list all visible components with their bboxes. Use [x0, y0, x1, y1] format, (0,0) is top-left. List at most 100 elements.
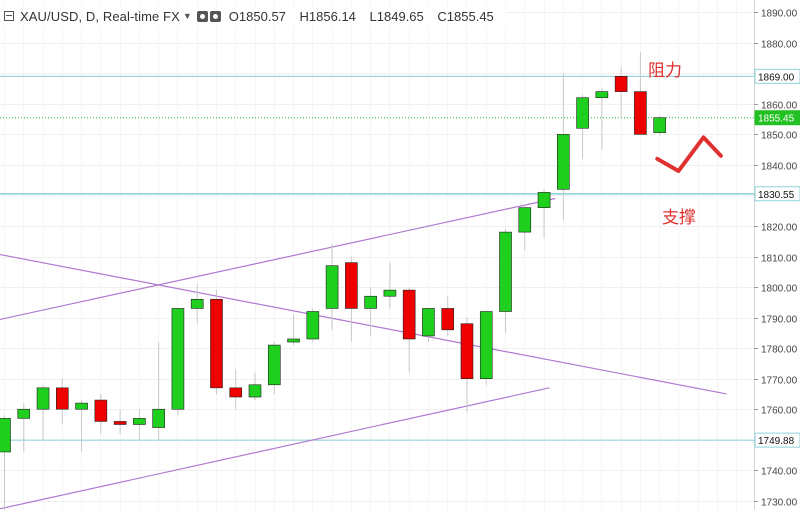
candle-body [267, 344, 281, 386]
candle-body [614, 76, 628, 92]
price-label: 1855.45 [754, 110, 800, 126]
candle-body [248, 384, 262, 398]
candle-body [287, 338, 300, 343]
axis-tick-label: 1810.00 [761, 254, 798, 265]
candle [306, 308, 320, 343]
candle [56, 378, 69, 425]
price-labels: 1869.00 1855.45 1830.55 1749.88 [754, 68, 800, 448]
close-value: C1855.45 [437, 8, 494, 24]
candle [171, 308, 185, 416]
candle [152, 342, 165, 440]
price-axis[interactable] [754, 0, 800, 510]
candle [383, 262, 397, 309]
horizontal-lines [0, 75, 754, 441]
collapse-icon[interactable] [4, 11, 14, 21]
axis-tick-label: 1850.00 [761, 131, 798, 142]
price-label-box [754, 432, 800, 448]
candle-body [190, 298, 204, 309]
candle [402, 287, 416, 373]
candle [441, 296, 455, 336]
trendline [0, 387, 550, 510]
axis-tick-label: 1740.00 [761, 467, 798, 478]
candle [422, 308, 435, 343]
price-label-text: 1830.55 [758, 190, 795, 201]
candle-body [17, 408, 31, 419]
candle-body [113, 421, 127, 425]
candle-body [460, 323, 474, 379]
price-label-text: 1749.88 [758, 436, 795, 447]
trendlines [0, 197, 727, 510]
candle [325, 244, 339, 330]
axis-tick-label: 1800.00 [761, 284, 798, 295]
high-value: H1856.14 [299, 8, 356, 24]
trendline [0, 253, 727, 395]
open-value: O1850.57 [228, 8, 286, 24]
candle-body [595, 91, 609, 99]
candle [0, 415, 11, 510]
support-annotation: 支撑 [662, 208, 696, 228]
candle [460, 317, 474, 413]
candle [595, 88, 609, 150]
candle [36, 384, 50, 440]
candle-body [364, 295, 377, 309]
axis-tick-label: 1780.00 [761, 345, 798, 356]
candle-body [325, 265, 339, 309]
axis-tick-label: 1890.00 [761, 9, 798, 20]
check-mark [655, 135, 723, 174]
candle-body [210, 298, 223, 389]
axis-tick-label: 1880.00 [761, 40, 798, 51]
candle [287, 314, 300, 346]
ohlc-values: O1850.57 H1856.14 L1849.65 C1855.45 [229, 9, 503, 24]
axis-tick-label: 1820.00 [761, 223, 798, 234]
candle-body [56, 387, 69, 410]
candle [133, 409, 146, 440]
candle [364, 287, 377, 336]
candle-body [383, 289, 397, 297]
candle-body [133, 418, 146, 425]
candle-body [306, 311, 320, 340]
candle-body [402, 289, 416, 340]
candle [75, 400, 88, 452]
candle-body [0, 418, 11, 453]
candle-body [499, 231, 512, 312]
price-label-text: 1869.00 [758, 72, 795, 83]
axis-tick-label: 1860.00 [761, 101, 798, 112]
candle [267, 342, 281, 394]
symbol-title[interactable]: XAU/USD, D, Real-time FX [20, 8, 180, 24]
candle [634, 51, 647, 135]
price-label-box [754, 186, 800, 202]
candle-body [229, 387, 243, 398]
candle [248, 372, 262, 401]
price-label: 1749.88 [754, 432, 800, 448]
candles [0, 51, 666, 510]
candle-body [653, 117, 666, 133]
chart-header: XAU/USD, D, Real-time FX ▼ O1850.57 H185… [0, 6, 507, 26]
candle [537, 189, 551, 239]
price-label-text: 1855.45 [758, 114, 795, 125]
chevron-down-icon[interactable]: ▼ [182, 11, 192, 21]
candle-body [152, 408, 165, 428]
candle-body [422, 308, 435, 337]
candle-body [557, 134, 570, 190]
candle-body [345, 262, 358, 309]
low-value: L1849.65 [369, 8, 424, 24]
candle [653, 115, 666, 136]
eye-icon[interactable] [196, 10, 208, 22]
candle-body [441, 308, 455, 331]
candle-body [94, 399, 108, 422]
candle [479, 311, 493, 385]
candle [576, 94, 589, 159]
trendline [0, 197, 556, 321]
axis-tick-label: 1840.00 [761, 162, 798, 173]
axis-tick-label: 1770.00 [761, 376, 798, 387]
candle-body [75, 402, 88, 410]
price-label: 1869.00 [754, 68, 800, 84]
axis-tick-label: 1760.00 [761, 406, 798, 417]
gear-icon[interactable] [209, 10, 221, 22]
candle [190, 284, 204, 324]
axis-tick-label: 1790.00 [761, 315, 798, 326]
candle [499, 229, 512, 333]
candle [518, 204, 532, 251]
axis-tick-label: 1730.00 [761, 498, 798, 509]
